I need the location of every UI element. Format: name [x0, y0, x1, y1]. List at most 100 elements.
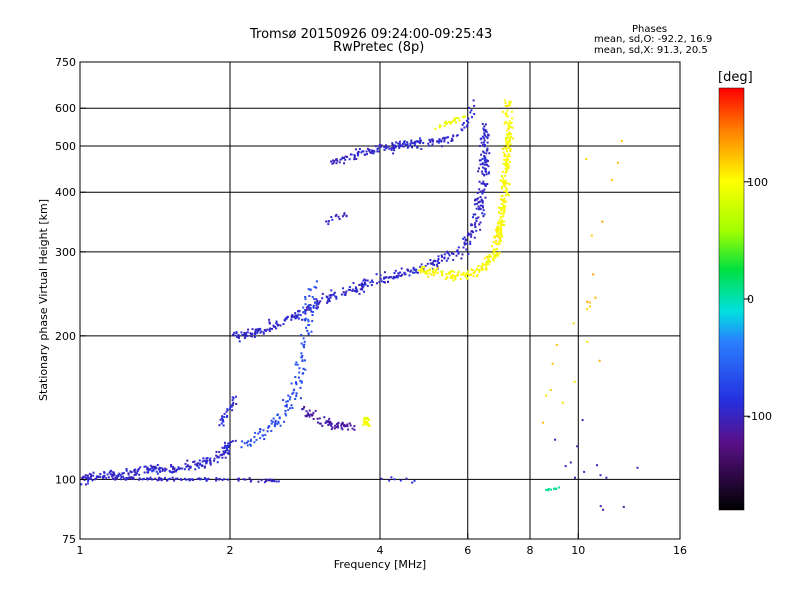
- data-point: [481, 204, 484, 207]
- data-point: [87, 479, 90, 482]
- data-point: [110, 475, 113, 478]
- data-point: [351, 289, 354, 292]
- stats-x-mode: mean, sd,X: 91.3, 20.5: [594, 45, 708, 56]
- data-point: [402, 145, 405, 148]
- data-point: [286, 400, 289, 403]
- data-point: [447, 257, 450, 260]
- data-point: [223, 478, 226, 481]
- data-point: [159, 467, 162, 469]
- data-point: [169, 477, 172, 480]
- data-point: [561, 401, 564, 404]
- data-point: [497, 254, 500, 257]
- data-point: [485, 135, 488, 138]
- data-point: [171, 476, 174, 479]
- data-point: [98, 475, 101, 478]
- data-point: [424, 271, 427, 274]
- data-point: [507, 104, 510, 107]
- data-point: [601, 220, 604, 223]
- data-point: [492, 241, 495, 244]
- data-point: [505, 114, 508, 117]
- data-point: [484, 263, 487, 266]
- data-point: [223, 416, 226, 418]
- data-point: [138, 473, 141, 476]
- data-point: [380, 145, 383, 148]
- data-point: [502, 177, 505, 180]
- data-point: [244, 478, 247, 481]
- data-point: [309, 288, 312, 291]
- data-point: [326, 301, 329, 304]
- data-point: [316, 421, 319, 424]
- data-point: [341, 421, 344, 424]
- data-point: [486, 137, 489, 140]
- data-point: [440, 254, 443, 257]
- data-point: [437, 141, 440, 144]
- data-point: [151, 467, 154, 469]
- data-point: [218, 451, 221, 454]
- data-point: [558, 486, 561, 489]
- data-point: [385, 144, 387, 147]
- data-point: [504, 164, 507, 167]
- data-point: [328, 294, 331, 297]
- data-point: [231, 399, 234, 402]
- data-point: [149, 464, 152, 467]
- data-point: [291, 392, 294, 395]
- data-point: [84, 483, 87, 486]
- data-point: [197, 477, 200, 480]
- data-point: [449, 270, 452, 273]
- data-point: [462, 116, 465, 119]
- data-point: [499, 239, 502, 242]
- data-point: [443, 253, 446, 256]
- data-point: [209, 460, 212, 462]
- data-point: [203, 466, 206, 469]
- data-point: [472, 99, 475, 102]
- data-point: [504, 120, 507, 123]
- data-point: [277, 421, 280, 424]
- data-point: [339, 158, 342, 161]
- data-point: [272, 480, 275, 483]
- data-point: [482, 215, 485, 218]
- data-point: [503, 210, 506, 213]
- data-point: [444, 278, 447, 281]
- data-point: [416, 271, 419, 274]
- data-point: [332, 161, 335, 164]
- data-point: [302, 407, 305, 410]
- data-point: [512, 137, 515, 140]
- data-point: [485, 266, 488, 269]
- data-point: [103, 471, 106, 474]
- data-point: [369, 281, 372, 284]
- data-point: [400, 275, 403, 277]
- data-point: [443, 140, 446, 143]
- data-point: [314, 301, 317, 304]
- data-point: [292, 391, 295, 394]
- data-point: [363, 278, 366, 281]
- data-point: [438, 138, 441, 141]
- data-point: [183, 477, 186, 480]
- data-point: [337, 421, 340, 424]
- data-point: [507, 182, 510, 185]
- data-point: [482, 127, 485, 130]
- data-point: [296, 363, 299, 366]
- data-point: [336, 424, 339, 427]
- data-point: [87, 477, 90, 480]
- data-point: [491, 245, 493, 248]
- data-point: [368, 148, 371, 151]
- data-point: [373, 150, 376, 153]
- data-point: [361, 284, 364, 287]
- data-point: [295, 395, 298, 398]
- data-point: [421, 266, 424, 269]
- data-point: [503, 220, 505, 223]
- data-point: [440, 145, 443, 148]
- data-point: [330, 294, 332, 296]
- data-point: [509, 160, 512, 163]
- data-point: [419, 140, 422, 143]
- data-point: [479, 221, 482, 224]
- data-point: [474, 270, 477, 273]
- data-point: [250, 438, 252, 441]
- data-point: [413, 142, 416, 145]
- data-point: [450, 275, 452, 278]
- data-point: [487, 171, 490, 174]
- data-point: [343, 212, 346, 215]
- data-point: [495, 243, 498, 245]
- data-point: [481, 192, 484, 195]
